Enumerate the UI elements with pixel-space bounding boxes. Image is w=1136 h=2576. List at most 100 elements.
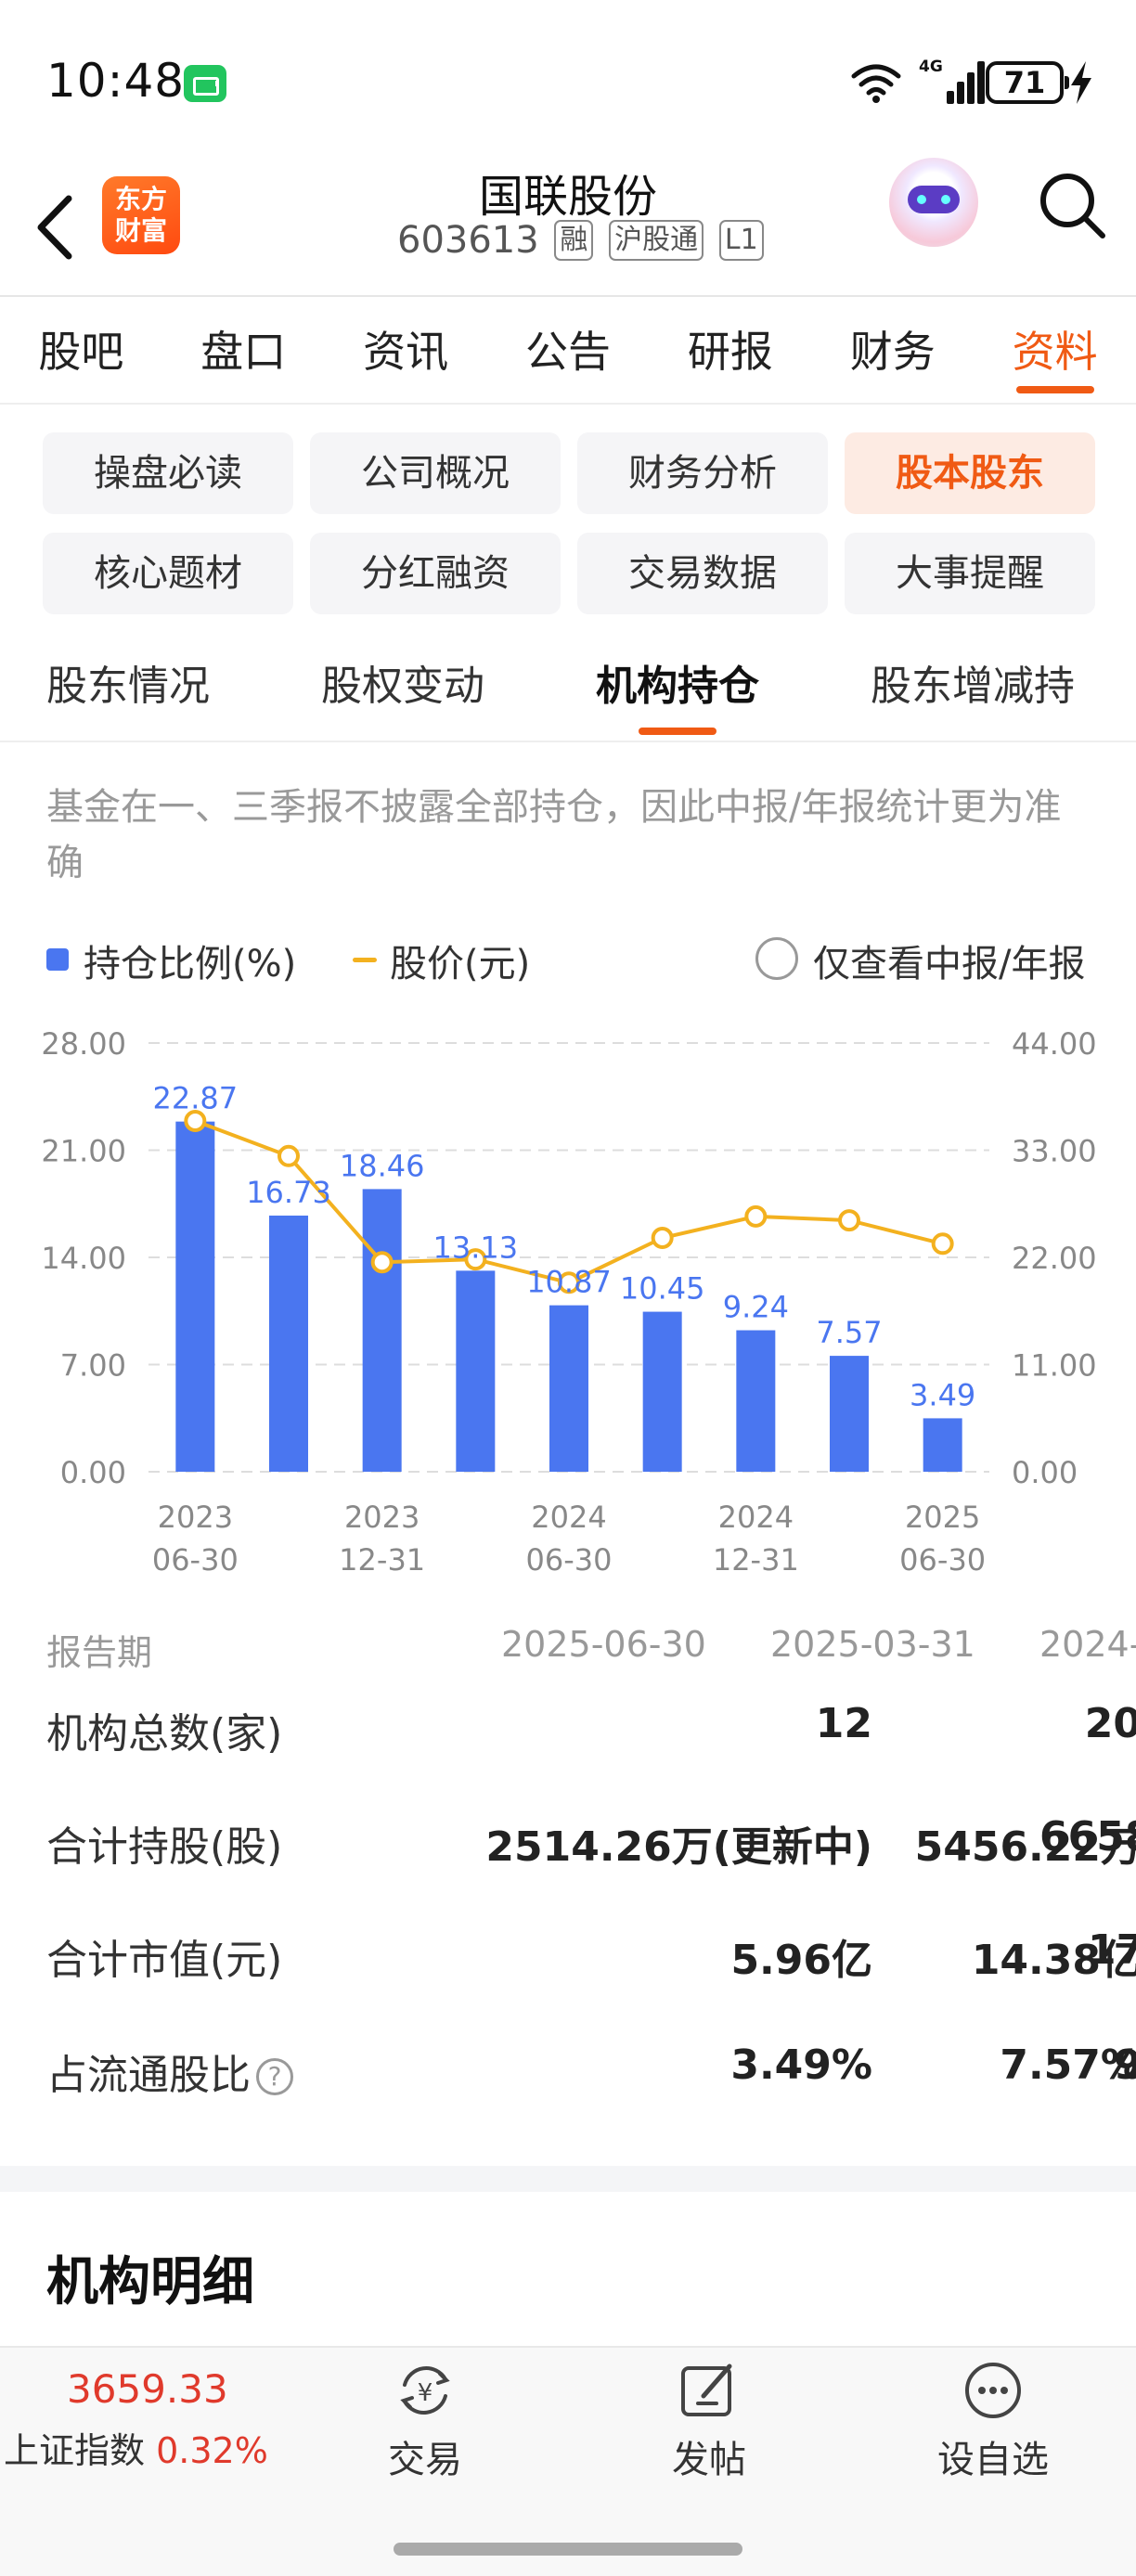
back-arrow-icon[interactable]	[28, 186, 84, 269]
chip-events[interactable]: 大事提醒	[845, 533, 1095, 614]
index-change: 0.32%	[156, 2430, 268, 2471]
row-label: 合计市值(元)	[46, 1937, 283, 1984]
bar-value-label: 10.45	[620, 1271, 705, 1307]
bar-value-label: 3.49	[910, 1377, 975, 1412]
x-tick-label: 06-30	[899, 1542, 986, 1578]
chip-must-read[interactable]: 操盘必读	[43, 432, 293, 514]
legend-bar-swatch	[46, 948, 69, 971]
tab-profile[interactable]: 资料	[974, 297, 1136, 403]
price-point	[558, 1271, 580, 1294]
cell-value: 17	[1088, 1926, 1136, 1974]
search-icon[interactable]	[1036, 169, 1110, 243]
bar	[456, 1270, 496, 1472]
cell-value: 9	[1114, 2041, 1136, 2089]
bar-value-label: 9.24	[723, 1290, 789, 1325]
period-col-2: 2025-03-31	[770, 1624, 975, 1665]
y-right-tick-label: 44.00	[1012, 1026, 1097, 1062]
bar	[549, 1305, 588, 1472]
subtab-shareholders[interactable]: 股东情况	[46, 663, 210, 710]
stock-name: 国联股份	[478, 171, 657, 223]
price-point	[744, 1204, 768, 1228]
y-left-tick-label: 7.00	[60, 1348, 126, 1384]
tab-pankou[interactable]: 盘口	[200, 327, 287, 377]
price-point	[370, 1251, 394, 1274]
app-logo[interactable]: 东方 财富	[102, 176, 180, 254]
chip-dividends[interactable]: 分红融资	[310, 533, 561, 614]
table-row: 合计持股(股) 2514.26万(更新中) 5456.22万 6658	[0, 1813, 1136, 1897]
charging-bolt-icon	[1071, 61, 1091, 104]
home-indicator[interactable]	[394, 2543, 742, 2556]
report-only-radio[interactable]	[755, 937, 798, 980]
tab-news[interactable]: 资讯	[363, 327, 449, 377]
cell-signal-icon: 4G	[919, 58, 985, 104]
x-tick-label: 2024	[531, 1500, 606, 1535]
bar	[923, 1418, 962, 1472]
subtab-equity-changes[interactable]: 股权变动	[321, 663, 484, 710]
price-point	[278, 1144, 300, 1167]
index-ticker[interactable]: 上证指数 0.32%	[4, 2430, 268, 2471]
bar	[736, 1330, 776, 1472]
cell-value: 6658	[1039, 1813, 1136, 1861]
bar-value-label: 18.46	[340, 1148, 425, 1183]
yuan-cycle-icon: ¥	[400, 2366, 450, 2415]
margin-badge: 融	[554, 220, 594, 261]
table-header-row: 报告期 2025-06-30 2025-03-31 2024-12-31	[0, 1624, 1136, 1707]
help-icon[interactable]: ?	[256, 2058, 293, 2095]
chip-core-themes[interactable]: 核心题材	[43, 533, 293, 614]
chip-shareholders[interactable]: 股本股东	[845, 432, 1095, 514]
price-point	[838, 1209, 860, 1232]
report-only-label[interactable]: 仅查看中报/年报	[813, 943, 1086, 985]
subtab-holding-changes[interactable]: 股东增减持	[871, 663, 1075, 710]
price-point	[651, 1227, 674, 1249]
legend-bar-label: 持仓比例(%)	[84, 943, 297, 985]
cell-value: 20	[1084, 1700, 1136, 1747]
x-tick-label: 2023	[344, 1500, 420, 1535]
y-right-tick-label: 0.00	[1012, 1455, 1078, 1490]
main-tabs: 股吧 盘口 资讯 公告 研报 财务 资料	[0, 295, 1136, 405]
battery-saver-icon	[184, 65, 226, 102]
price-point	[931, 1232, 954, 1256]
bar	[175, 1121, 215, 1472]
x-tick-label: 06-30	[526, 1542, 613, 1578]
x-tick-label: 12-31	[713, 1542, 799, 1578]
add-watchlist-button[interactable]: 设自选	[919, 2357, 1067, 2483]
stock-header: 东方 财富 国联股份 603613 融 沪股通 L1	[0, 158, 1136, 297]
status-time: 10:48	[46, 54, 186, 108]
table-row: 机构总数(家) 12 20	[0, 1700, 1136, 1784]
tab-finance[interactable]: 财务	[849, 327, 936, 377]
connect-badge: 沪股通	[609, 220, 704, 261]
holdings-table: 报告期 2025-06-30 2025-03-31 2024-12-31 机构总…	[0, 1624, 1136, 2144]
battery-indicator: 71	[986, 61, 1069, 104]
tab-guba[interactable]: 股吧	[38, 327, 124, 377]
row-label: 占流通股比?	[46, 2041, 293, 2101]
trade-button[interactable]: ¥ 交易	[351, 2357, 499, 2483]
chip-trading-data[interactable]: 交易数据	[577, 533, 828, 614]
table-row: 占流通股比? 3.49% 7.57% 9	[0, 2041, 1136, 2125]
chip-financial-analysis[interactable]: 财务分析	[577, 432, 828, 514]
disclosure-note: 基金在一、三季报不披露全部持仓，因此中报/年报统计更为准确	[46, 786, 1062, 884]
cell-value: 12	[815, 1700, 872, 1747]
y-left-tick-label: 0.00	[60, 1455, 126, 1490]
bottom-bar: 3659.33 上证指数 0.32% ¥ 交易 发帖 设自选	[0, 2346, 1136, 2576]
tab-announcements[interactable]: 公告	[525, 327, 611, 377]
subtab-institutional-holdings[interactable]: 机构持仓	[596, 640, 759, 735]
x-tick-label: 12-31	[339, 1542, 425, 1578]
institution-detail-title: 机构明细	[46, 2252, 254, 2312]
bar	[642, 1311, 682, 1472]
period-col-1: 2025-06-30	[501, 1624, 706, 1665]
tab-research[interactable]: 研报	[687, 327, 773, 377]
bar-value-label: 10.87	[526, 1265, 612, 1300]
post-button[interactable]: 发帖	[635, 2357, 783, 2483]
bar-value-label: 7.57	[816, 1315, 882, 1350]
period-label: 报告期	[46, 1632, 153, 1673]
chip-company-overview[interactable]: 公司概况	[310, 432, 561, 514]
x-tick-label: 2023	[158, 1500, 233, 1535]
ai-assistant-avatar[interactable]	[889, 158, 978, 247]
index-value[interactable]: 3659.33	[67, 2366, 228, 2412]
row-label: 机构总数(家)	[46, 1710, 283, 1758]
y-left-tick-label: 28.00	[41, 1026, 126, 1062]
y-left-tick-label: 14.00	[41, 1241, 126, 1276]
status-bar: 10:48 4G 71	[0, 0, 1136, 158]
cell-value: 2514.26万(更新中)	[485, 1823, 872, 1871]
svg-text:¥: ¥	[418, 2379, 433, 2407]
